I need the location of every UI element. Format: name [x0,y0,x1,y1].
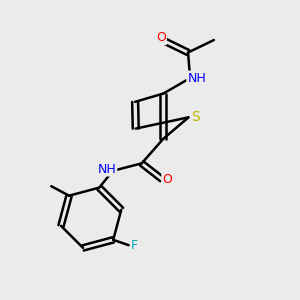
Text: S: S [191,110,200,124]
Text: O: O [162,172,172,186]
Text: NH: NH [98,163,116,176]
Text: NH: NH [187,72,206,85]
Text: O: O [156,31,166,44]
Text: F: F [131,239,138,252]
